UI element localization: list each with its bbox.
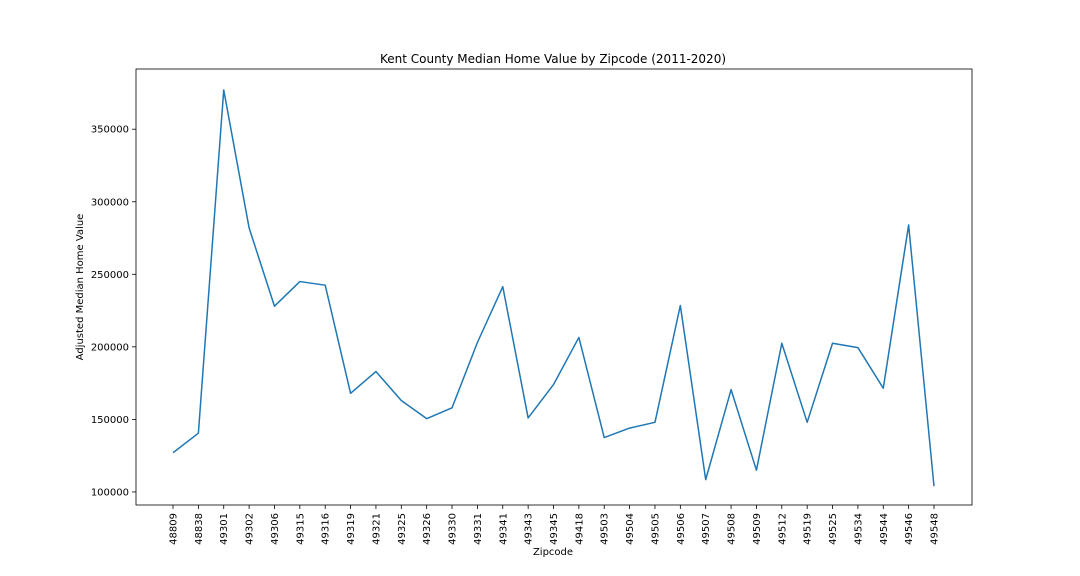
y-tick-label: 200000	[91, 342, 129, 353]
x-tick-label: 49343	[524, 513, 535, 545]
x-tick-label: 49330	[448, 513, 459, 545]
data-point	[399, 399, 403, 403]
x-tick-label: 49506	[676, 513, 687, 545]
data-point	[374, 370, 378, 374]
x-axis-label: Zipcode	[533, 547, 573, 558]
x-tick-label: 49418	[574, 513, 585, 545]
data-point	[602, 436, 606, 440]
y-axis-label: Adjusted Median Home Value	[75, 214, 86, 361]
data-point	[653, 420, 657, 424]
data-point	[196, 431, 200, 435]
data-point	[475, 340, 479, 344]
data-point	[272, 304, 276, 308]
x-tick-label: 48838	[194, 513, 205, 545]
data-point	[577, 335, 581, 339]
data-point	[704, 478, 708, 482]
data-point	[247, 226, 251, 230]
data-point	[552, 383, 556, 387]
data-point	[729, 388, 733, 392]
data-point	[907, 223, 911, 227]
x-tick-label: 49504	[625, 513, 636, 545]
y-tick-label: 150000	[91, 415, 129, 426]
series-layer	[171, 88, 936, 488]
data-point	[805, 420, 809, 424]
data-point	[349, 391, 353, 395]
y-axis: 100000 150000 200000 250000 300000 350000	[91, 125, 136, 498]
x-axis: 48809 48838 49301 49302 49306 49315 49316 49319…	[169, 505, 941, 545]
x-tick-label: 49331	[473, 513, 484, 545]
x-tick-label: 49315	[295, 513, 306, 545]
x-tick-label: 49548	[930, 513, 941, 545]
data-point	[831, 341, 835, 345]
data-point	[323, 283, 327, 287]
chart-title: Kent County Median Home Value by Zipcode…	[380, 52, 726, 66]
x-tick-label: 49503	[600, 513, 611, 545]
y-tick-label: 350000	[91, 125, 129, 136]
x-tick-label: 48809	[169, 513, 180, 545]
data-point	[678, 303, 682, 307]
data-point	[932, 484, 936, 488]
data-point	[450, 406, 454, 410]
x-tick-label: 49519	[803, 513, 814, 545]
x-tick-label: 49316	[321, 513, 332, 545]
x-tick-label: 49321	[371, 513, 382, 545]
x-tick-label: 49508	[727, 513, 738, 545]
data-point	[171, 451, 175, 455]
x-tick-label: 49301	[219, 513, 230, 545]
series-line	[172, 89, 935, 487]
x-tick-label: 49525	[828, 513, 839, 545]
data-point	[628, 426, 632, 430]
data-point	[754, 468, 758, 472]
x-tick-label: 49512	[777, 513, 788, 545]
x-tick-label: 49302	[245, 513, 256, 545]
y-tick-label: 100000	[91, 487, 129, 498]
x-tick-label: 49325	[397, 513, 408, 545]
data-point	[526, 416, 530, 420]
x-tick-label: 49319	[346, 513, 357, 545]
x-tick-label: 49546	[904, 513, 915, 545]
data-point	[856, 346, 860, 350]
y-tick-label: 300000	[91, 197, 129, 208]
x-tick-label: 49341	[498, 513, 509, 545]
x-tick-label: 49306	[270, 513, 281, 545]
data-point	[425, 417, 429, 421]
x-tick-label: 49509	[752, 513, 763, 545]
x-tick-label: 49534	[853, 513, 864, 545]
data-point	[501, 285, 505, 289]
data-point	[298, 280, 302, 284]
x-tick-label: 49544	[879, 513, 890, 545]
data-point	[881, 386, 885, 390]
x-tick-label: 49326	[422, 513, 433, 545]
data-point	[222, 88, 226, 92]
data-point	[780, 341, 784, 345]
plot-frame	[135, 68, 973, 506]
x-tick-label: 49507	[701, 513, 712, 545]
x-tick-label: 49505	[650, 513, 661, 545]
y-tick-label: 250000	[91, 270, 129, 281]
x-tick-label: 49345	[549, 513, 560, 545]
